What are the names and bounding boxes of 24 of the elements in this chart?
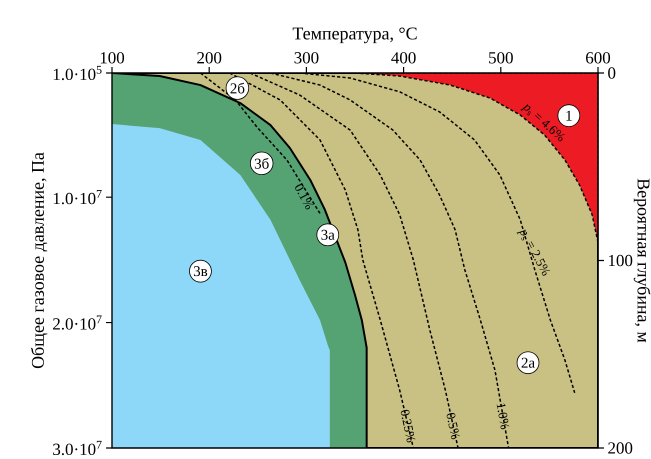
annotation: p$_{s}$ = 4.6% (520, 104, 565, 142)
y2-axis-title: Вероятная глубина, м (634, 178, 650, 342)
x-tick-label: 100 (100, 52, 124, 64)
y2-tick-label: 0 (608, 67, 616, 79)
annotation: 1 (566, 110, 572, 121)
annotation: 3в (194, 266, 208, 276)
annotation: 3б (254, 158, 269, 169)
x-tick-label: 200 (197, 52, 222, 64)
x-tick-label: 300 (294, 52, 318, 64)
x-tick-label: 600 (586, 52, 610, 64)
annotation: 2б (230, 82, 244, 94)
y2-tick-label: 200 (608, 442, 632, 454)
annotation: 0.1% (295, 184, 314, 210)
y-tick-label: 2.0·10$^{7}$ (53, 315, 102, 330)
x-tick-label: 500 (489, 52, 513, 64)
y-axis-title: Общее газовое давление, Па (30, 152, 48, 368)
annotation: 3а (321, 230, 335, 240)
x-axis-title: Температура, °C (292, 27, 417, 44)
y-tick-label: 3.0·10$^{7}$ (53, 440, 102, 456)
annotation: 2а (522, 358, 535, 368)
x-tick-label: 400 (391, 52, 416, 64)
y2-tick-label: 100 (608, 254, 632, 266)
y-tick-label: 1.0·10$^{7}$ (54, 190, 102, 204)
y-tick-label: 1.0·10$^{5}$ (54, 66, 102, 80)
